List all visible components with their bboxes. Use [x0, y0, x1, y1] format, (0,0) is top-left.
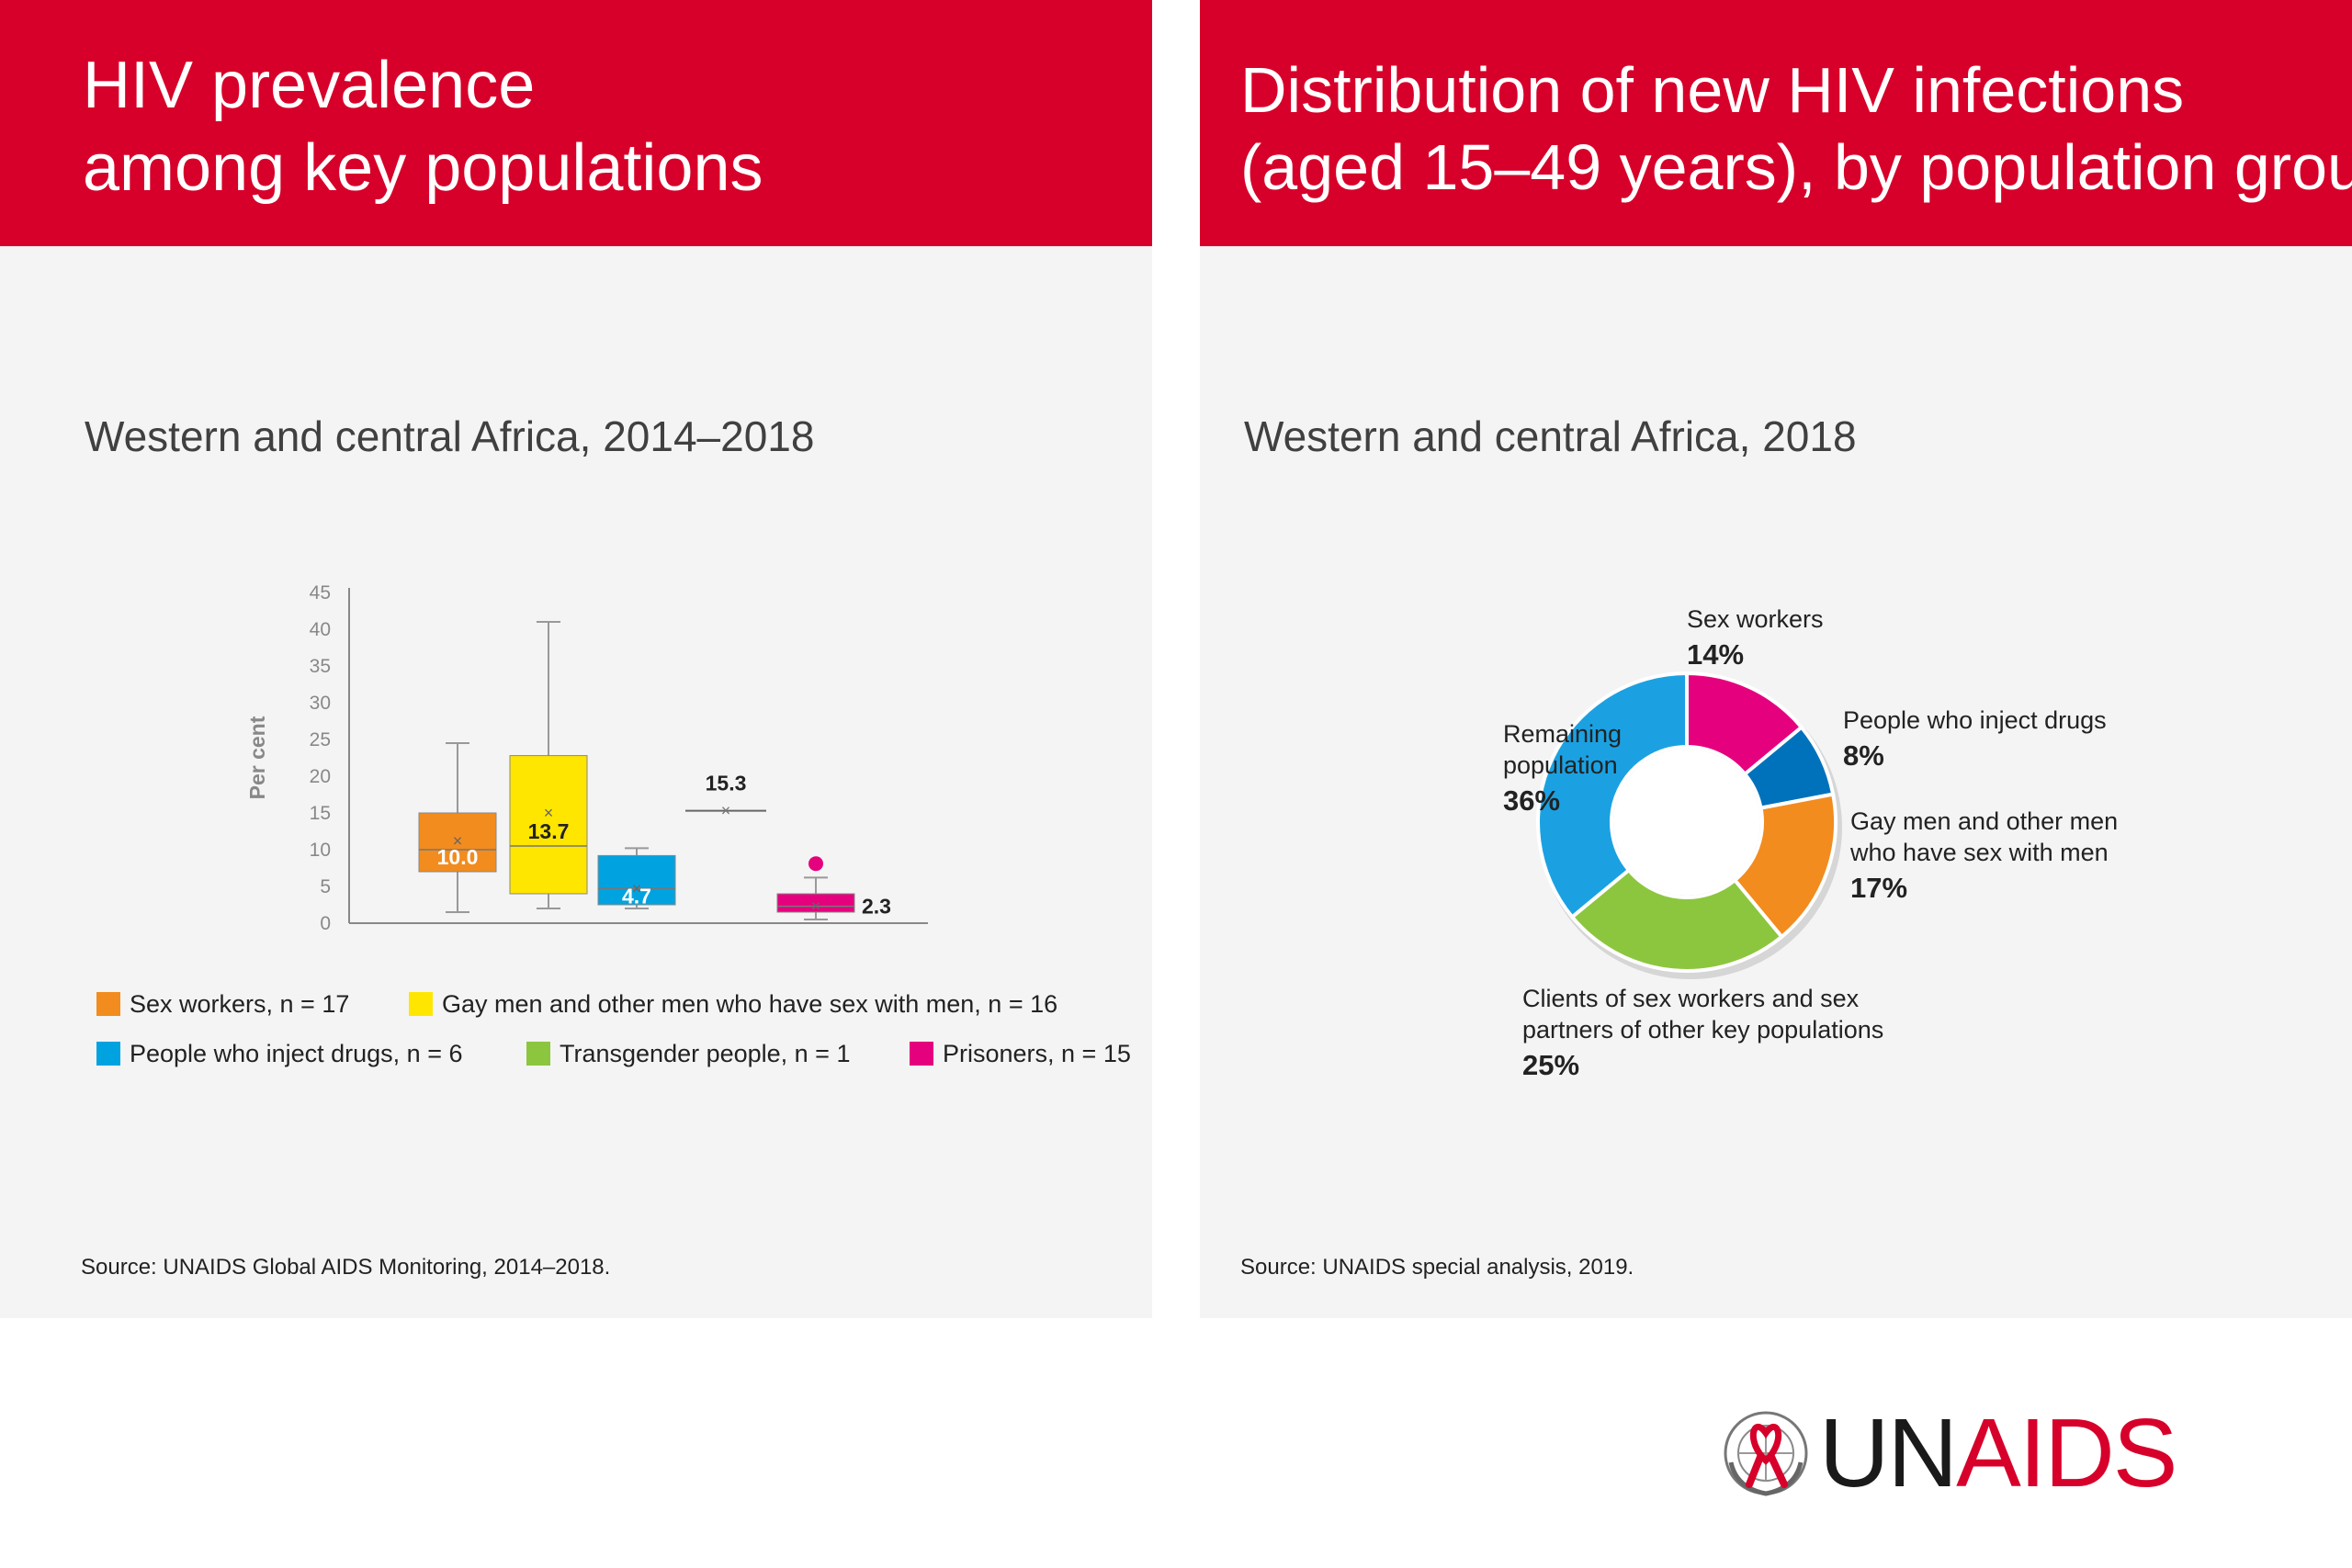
legend-swatch — [910, 1042, 933, 1066]
logo-wordmark: UNAIDS — [1819, 1398, 2178, 1508]
slice-label: People who inject drugs — [1843, 706, 2107, 734]
legend-item-prisoners: Prisoners, n = 15 — [910, 1040, 1131, 1068]
legend-label: Transgender people, n = 1 — [560, 1040, 851, 1067]
distribution-title-banner: Distribution of new HIV infections (aged… — [1200, 0, 2352, 246]
value-label: 4.7 — [622, 884, 651, 908]
slice-percent: 36% — [1503, 784, 1560, 817]
mean-marker: × — [811, 897, 821, 916]
legend-swatch — [96, 992, 120, 1016]
prevalence-title: HIV prevalence among key populations — [83, 44, 763, 209]
slice-label: Gay men and other men — [1850, 807, 2118, 835]
donut-slice — [1732, 792, 1838, 940]
distribution-subtitle: Western and central Africa, 2018 — [1244, 412, 1857, 460]
slice-label: Clients of sex workers and sex — [1522, 985, 1860, 1012]
value-label: 2.3 — [862, 895, 891, 919]
y-tick-label: 15 — [310, 803, 331, 824]
y-tick-label: 45 — [310, 582, 331, 604]
y-tick-label: 35 — [310, 656, 331, 677]
outlier-point — [808, 856, 823, 872]
distribution-panel: Distribution of new HIV infections (aged… — [1200, 0, 2352, 1318]
prevalence-title-banner: HIV prevalence among key populations — [0, 0, 1152, 246]
distribution-source: Source: UNAIDS special analysis, 2019. — [1240, 1255, 1634, 1280]
legend-item-msm: Gay men and other men who have sex with … — [409, 990, 1057, 1019]
mean-marker: × — [721, 802, 731, 820]
legend-label: Gay men and other men who have sex with … — [442, 990, 1058, 1018]
value-label: 15.3 — [706, 772, 747, 795]
legend-label: People who inject drugs, n = 6 — [130, 1040, 463, 1067]
mean-marker: × — [632, 879, 642, 897]
legend-label: Sex workers, n = 17 — [130, 990, 350, 1018]
y-tick-label: 20 — [310, 766, 331, 787]
slice-label: Sex workers — [1687, 605, 1824, 633]
slice-percent: 14% — [1687, 638, 1744, 671]
prevalence-title-line2: among key populations — [83, 131, 763, 205]
value-label: 10.0 — [437, 845, 479, 869]
legend-swatch — [409, 992, 433, 1016]
donut-slice — [1536, 671, 1689, 920]
prevalence-subtitle: Western and central Africa, 2014–2018 — [85, 412, 815, 460]
y-tick-label: 5 — [320, 876, 331, 897]
legend-swatch — [526, 1042, 550, 1066]
distribution-title-line1: Distribution of new HIV infections — [1240, 54, 2185, 126]
un-emblem-icon — [1724, 1411, 1808, 1496]
legend-label: Prisoners, n = 15 — [943, 1040, 1131, 1067]
prevalence-panel: HIV prevalence among key populations Wes… — [0, 0, 1152, 1318]
slice-label: partners of other key populations — [1522, 1016, 1883, 1043]
y-tick-label: 10 — [310, 840, 331, 861]
prevalence-title-line1: HIV prevalence — [83, 49, 536, 122]
logo-aids-text: AIDS — [1956, 1399, 2177, 1507]
mean-marker: × — [453, 831, 463, 850]
donut-slice — [1569, 867, 1785, 973]
y-tick-label: 30 — [310, 693, 331, 714]
y-axis-title: Per cent — [245, 716, 269, 799]
legend-item-sex-workers: Sex workers, n = 17 — [96, 990, 349, 1019]
value-label: 13.7 — [528, 819, 570, 843]
y-tick-label: 0 — [320, 913, 331, 934]
mean-marker: × — [544, 804, 554, 822]
y-tick-label: 40 — [310, 619, 331, 640]
distribution-title-line2: (aged 15–49 years), by population group — [1240, 131, 2352, 203]
slice-label: Remaining — [1503, 720, 1622, 748]
logo-un-text: UN — [1819, 1399, 1958, 1507]
legend-swatch — [96, 1042, 120, 1066]
donut-hole — [1613, 749, 1760, 896]
donut-chart: Sex workers 14% People who inject drugs 8% G… — [1503, 605, 2118, 1081]
prevalence-source: Source: UNAIDS Global AIDS Monitoring, 2… — [81, 1255, 611, 1280]
box — [418, 812, 497, 873]
slice-percent: 17% — [1850, 872, 1907, 904]
slice-label: who have sex with men — [1849, 839, 2109, 866]
unaids-logo: UNAIDS — [1718, 1399, 2178, 1507]
box — [597, 854, 676, 906]
box — [509, 755, 588, 895]
legend-item-transgender: Transgender people, n = 1 — [526, 1040, 850, 1068]
distribution-title: Distribution of new HIV infections (aged… — [1240, 51, 2352, 206]
legend-item-pwid: People who inject drugs, n = 6 — [96, 1040, 462, 1068]
y-tick-label: 25 — [310, 729, 331, 750]
box — [776, 893, 855, 913]
slice-percent: 8% — [1843, 739, 1884, 772]
slice-percent: 25% — [1522, 1049, 1579, 1081]
slice-label: population — [1503, 751, 1618, 779]
